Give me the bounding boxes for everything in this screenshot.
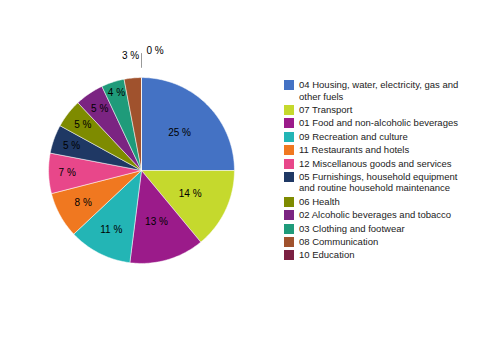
html-text:12 Miscellanous goods and serv: 12 Miscellanous goods and services [299, 157, 452, 169]
html-text:01 Food and non-alcoholic beve: 01 Food and non-alcoholic beverages [299, 117, 458, 129]
svg-text:5 %: 5 % [63, 140, 80, 151]
html-text:10 Education: 10 Education [299, 249, 355, 261]
svg-text:4 %: 4 % [108, 87, 125, 98]
html-text:08 Communication: 08 Communication [299, 236, 379, 247]
svg-text:13 %: 13 % [145, 216, 168, 227]
html-text:06 Health: 06 Health [299, 195, 340, 207]
svg-text:5 %: 5 % [91, 103, 108, 114]
html-text:02 Alcoholic beverages and tob: 02 Alcoholic beverages and tobacco [299, 209, 452, 221]
svg-text:5 %: 5 % [74, 119, 91, 130]
html-text:04 Housing, water, electricity: 04 Housing, water, electricity, gas and … [299, 79, 459, 102]
svg-text:0 %: 0 % [146, 45, 163, 56]
svg-text:8 %: 8 % [75, 197, 92, 208]
svg-text:11 %: 11 % [100, 224, 122, 235]
html-text:03 Clothing and footwear: 03 Clothing and footwear [299, 222, 405, 234]
html-text:11 Restaurants and hotels: 11 Restaurants and hotels [299, 144, 410, 156]
html-text:09 Recreation and culture: 09 Recreation and culture [299, 130, 408, 142]
svg-text:7 %: 7 % [59, 167, 76, 178]
svg-text:25 %: 25 % [168, 127, 191, 138]
html-text:07 Transport: 07 Transport [299, 104, 353, 115]
html-text:05 Furnishings, household equi: 05 Furnishings, household equipment and … [299, 171, 458, 194]
svg-text:14 %: 14 % [179, 188, 202, 199]
svg-text:3 %: 3 % [122, 50, 139, 61]
